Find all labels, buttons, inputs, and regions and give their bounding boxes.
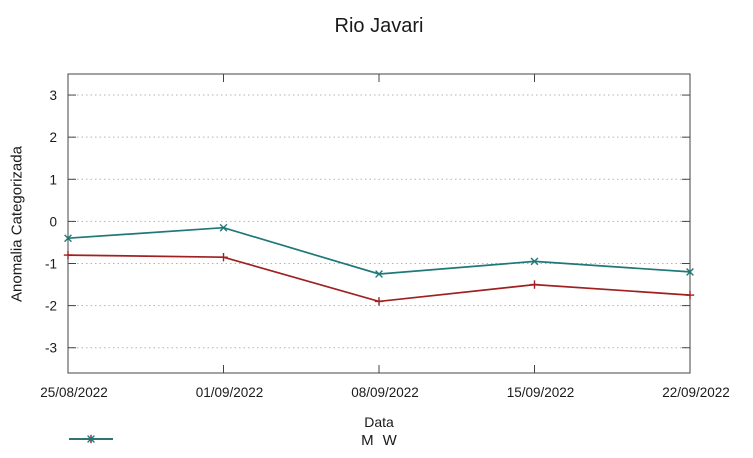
- x-tick-label: 15/09/2022: [507, 385, 575, 400]
- x-tick-label: 25/08/2022: [40, 385, 108, 400]
- x-tick-label: 08/09/2022: [351, 385, 419, 400]
- series-W-marker: [686, 268, 694, 276]
- series-M-line: [67, 254, 691, 303]
- chart-title: Rio Javari: [334, 15, 424, 37]
- y-tick-label: -1: [45, 257, 57, 272]
- series-W-marker: [530, 257, 539, 266]
- y-tick-label: 0: [49, 214, 57, 229]
- series-W-line: [67, 226, 691, 275]
- series-W-marker: [375, 270, 383, 278]
- legend-line-sample-W: [69, 435, 113, 443]
- series-W-marker: [219, 223, 228, 232]
- y-tick-label: 2: [49, 130, 57, 145]
- x-axis-label: Data: [364, 414, 394, 430]
- y-tick-label: 3: [49, 88, 57, 103]
- x-tick-label: 22/09/2022: [662, 385, 730, 400]
- x-tick-label: 01/09/2022: [196, 385, 264, 400]
- y-tick-label: -2: [45, 299, 57, 314]
- y-tick-label: -3: [45, 341, 57, 356]
- plot-border: [67, 73, 691, 374]
- y-tick-label: 1: [49, 172, 57, 187]
- legend-label-W: W: [382, 432, 397, 449]
- legend-label-M: M: [361, 432, 374, 449]
- series-W-marker: [64, 234, 72, 243]
